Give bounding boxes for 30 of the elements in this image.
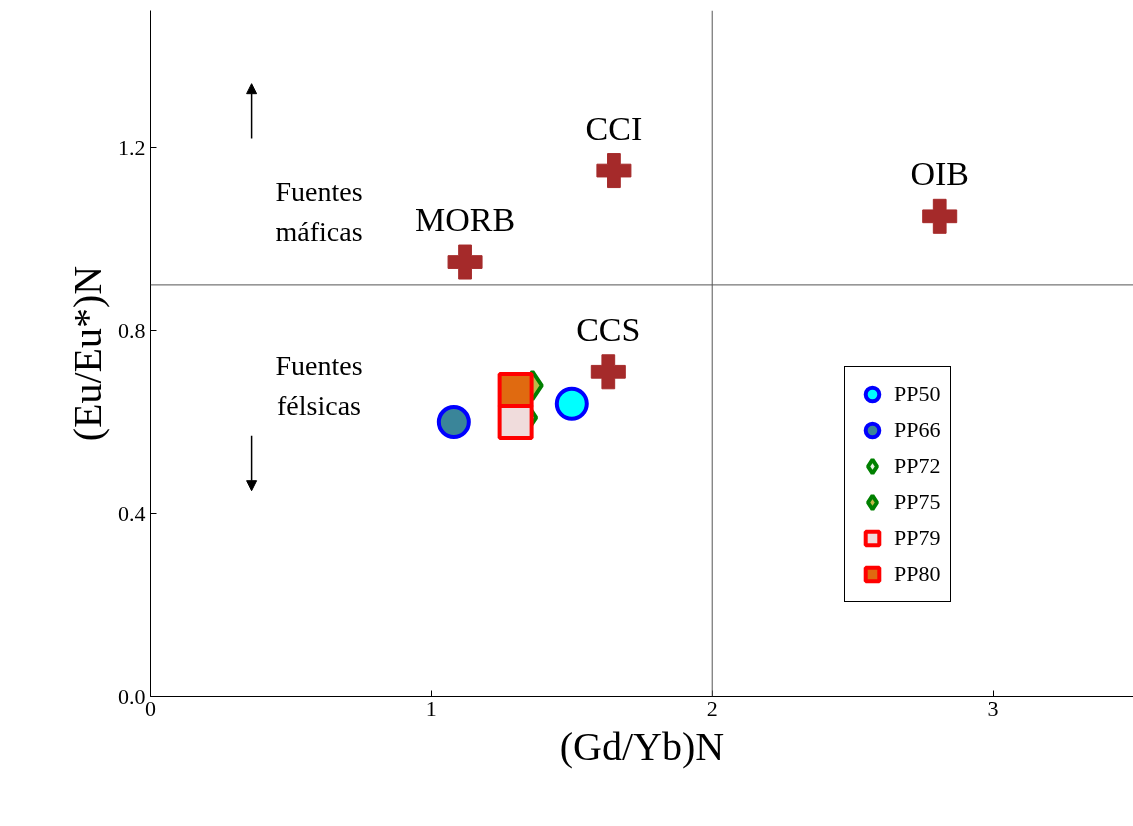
annotation: Fuentes máficas xyxy=(275,176,363,248)
legend-label: PP50 xyxy=(894,381,941,407)
x-axis-title: (Gd/Yb)N xyxy=(559,723,725,769)
point xyxy=(447,244,483,280)
point xyxy=(497,372,534,409)
legend-label: PP66 xyxy=(894,417,941,443)
y-tick-label: 0.0 xyxy=(118,683,146,709)
legend-label: PP72 xyxy=(894,453,941,479)
annotation: MORB xyxy=(414,201,516,239)
y-axis-title: (Eu/Eu*)N xyxy=(65,265,110,442)
annotation: OIB xyxy=(910,155,969,193)
y-tick-label: 1.2 xyxy=(118,134,146,160)
y-tick-label: 0.4 xyxy=(118,500,146,526)
x-tick-label: 2 xyxy=(706,695,718,721)
point xyxy=(596,153,632,189)
legend-label: PP75 xyxy=(894,489,941,515)
legend-label: PP80 xyxy=(894,561,941,587)
point xyxy=(590,354,626,390)
point xyxy=(436,405,471,440)
x-tick-label: 1 xyxy=(425,695,437,721)
x-tick-label: 0 xyxy=(145,695,156,721)
point xyxy=(922,198,958,234)
y-tick-label: 0.8 xyxy=(118,317,146,343)
annotation: CCS xyxy=(576,310,641,348)
x-tick-label: 3 xyxy=(987,695,999,721)
point xyxy=(554,386,589,421)
legend-label: PP79 xyxy=(894,525,941,551)
annotation: CCI xyxy=(585,109,643,147)
point xyxy=(497,404,534,441)
annotation: Fuentes félsicas xyxy=(275,349,363,422)
